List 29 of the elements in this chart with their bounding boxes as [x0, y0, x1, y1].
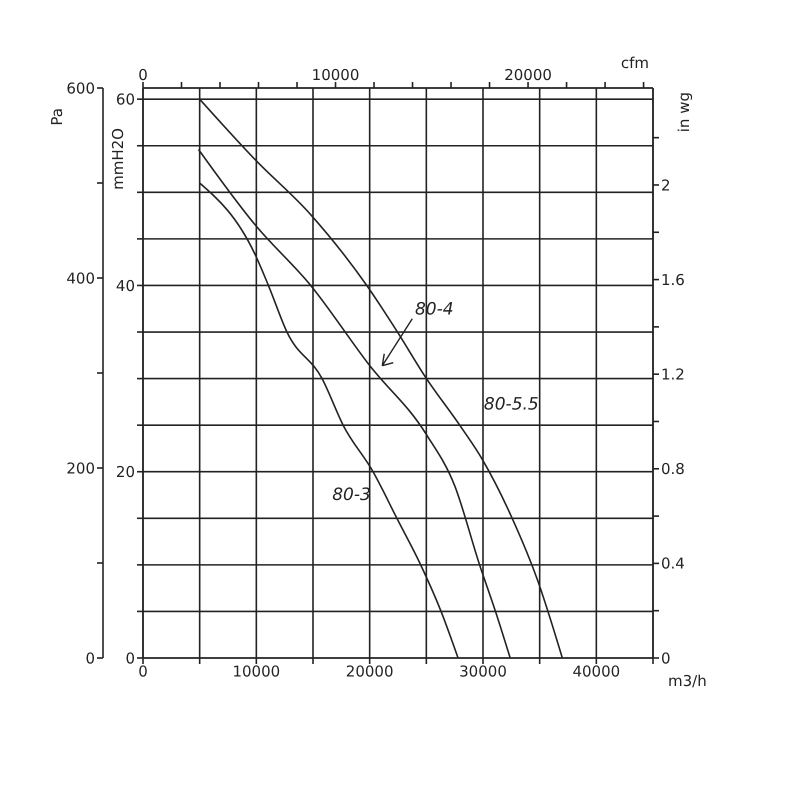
- y2-tick-label: 0: [85, 649, 95, 668]
- x-axis-title: m3/h: [668, 672, 707, 690]
- x-tick-label: 40000: [572, 662, 620, 681]
- y-axis-title: mmH2O: [109, 128, 127, 190]
- x-tick-label: 20000: [346, 662, 394, 681]
- y2-axis-title: Pa: [48, 108, 66, 126]
- annotation: 80-5.5: [484, 394, 539, 415]
- y-tick-label: 20: [116, 463, 135, 482]
- y-tick-label: 0: [125, 649, 135, 668]
- x2-tick-label: 10000: [312, 66, 360, 84]
- y3-tick-label: 2: [661, 176, 671, 194]
- annotation: 80-3: [332, 485, 371, 506]
- x-tick-label: 0: [138, 662, 148, 681]
- y3-tick-label: 0.4: [661, 554, 685, 573]
- x-tick-label: 10000: [232, 662, 280, 681]
- y3-tick-label: 1.6: [661, 270, 685, 289]
- y3-axis-title: in wg: [675, 92, 693, 132]
- x2-axis-title: cfm: [620, 54, 649, 72]
- y3-tick-label: 0: [661, 649, 671, 668]
- y2-tick-label: 200: [66, 459, 95, 478]
- x2-tick-label: 0: [138, 66, 148, 84]
- y3-tick-label: 0.8: [661, 460, 685, 478]
- y2-tick-label: 600: [66, 79, 95, 98]
- y3-tick-label: 1.2: [661, 366, 685, 384]
- y2-tick-label: 400: [66, 269, 95, 288]
- y-tick-label: 60: [116, 90, 135, 108]
- x-tick-label: 30000: [459, 662, 507, 681]
- y-tick-label: 40: [116, 276, 135, 295]
- x2-tick-label: 20000: [504, 66, 552, 84]
